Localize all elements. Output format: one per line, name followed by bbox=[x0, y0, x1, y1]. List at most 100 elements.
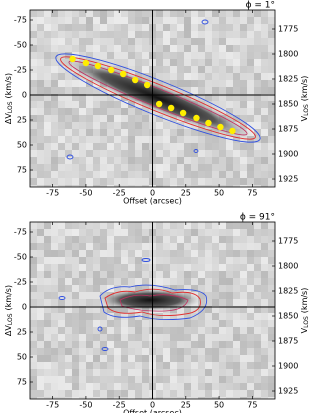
noise-cell bbox=[121, 285, 128, 292]
noise-cell bbox=[114, 115, 121, 122]
noise-cell bbox=[72, 341, 79, 348]
noise-cell bbox=[58, 306, 65, 313]
noise-cell bbox=[219, 355, 226, 362]
noise-cell bbox=[142, 341, 149, 348]
noise-cell bbox=[72, 164, 79, 171]
noise-cell bbox=[177, 369, 184, 376]
noise-cell bbox=[191, 73, 198, 80]
noise-cell bbox=[205, 271, 212, 278]
noise-cell bbox=[79, 222, 86, 229]
noise-cell bbox=[163, 222, 170, 229]
noise-cell bbox=[261, 157, 268, 164]
noise-cell bbox=[198, 299, 205, 306]
noise-cell bbox=[79, 362, 86, 369]
noise-cell bbox=[65, 348, 72, 355]
noise-cell bbox=[100, 222, 107, 229]
noise-cell bbox=[51, 299, 58, 306]
noise-cell bbox=[65, 313, 72, 320]
noise-cell bbox=[107, 164, 114, 171]
noise-cell bbox=[198, 222, 205, 229]
noise-cell bbox=[268, 94, 275, 101]
noise-cell bbox=[107, 327, 114, 334]
noise-cell bbox=[212, 383, 219, 390]
noise-cell bbox=[163, 115, 170, 122]
noise-cell bbox=[254, 178, 261, 185]
noise-cell bbox=[100, 143, 107, 150]
noise-cell bbox=[30, 236, 37, 243]
noise-cell bbox=[240, 250, 247, 257]
noise-cell bbox=[51, 52, 58, 59]
noise-cell bbox=[177, 271, 184, 278]
noise-cell bbox=[135, 178, 142, 185]
y-tick-label: 50 bbox=[17, 141, 27, 150]
noise-cell bbox=[44, 31, 51, 38]
noise-cell bbox=[37, 320, 44, 327]
noise-cell bbox=[30, 31, 37, 38]
noise-cell bbox=[163, 271, 170, 278]
noise-cell bbox=[219, 285, 226, 292]
noise-cell bbox=[198, 66, 205, 73]
noise-cell bbox=[191, 87, 198, 94]
noise-cell bbox=[261, 257, 268, 264]
noise-cell bbox=[247, 178, 254, 185]
noise-cell bbox=[30, 87, 37, 94]
noise-cell bbox=[240, 257, 247, 264]
noise-cell bbox=[240, 17, 247, 24]
noise-cell bbox=[58, 292, 65, 299]
label-main: V bbox=[300, 115, 309, 121]
noise-cell bbox=[121, 229, 128, 236]
noise-cell bbox=[107, 122, 114, 129]
noise-cell bbox=[58, 31, 65, 38]
noise-cell bbox=[184, 306, 191, 313]
noise-cell bbox=[86, 143, 93, 150]
noise-cell bbox=[247, 341, 254, 348]
noise-cell bbox=[205, 299, 212, 306]
noise-cell bbox=[268, 17, 275, 24]
noise-cell bbox=[79, 306, 86, 313]
noise-cell bbox=[184, 334, 191, 341]
noise-cell bbox=[107, 397, 114, 399]
noise-cell bbox=[93, 376, 100, 383]
noise-cell bbox=[191, 38, 198, 45]
noise-cell bbox=[128, 271, 135, 278]
noise-cell bbox=[205, 73, 212, 80]
noise-cell bbox=[219, 320, 226, 327]
noise-cell bbox=[226, 52, 233, 59]
noise-cell bbox=[177, 348, 184, 355]
noise-cell bbox=[58, 87, 65, 94]
noise-cell bbox=[86, 17, 93, 24]
noise-cell bbox=[107, 341, 114, 348]
noise-cell bbox=[44, 94, 51, 101]
noise-cell bbox=[198, 178, 205, 185]
noise-cell bbox=[142, 10, 149, 17]
noise-cell bbox=[170, 150, 177, 157]
noise-cell bbox=[254, 320, 261, 327]
contour bbox=[104, 288, 201, 317]
noise-cell bbox=[93, 24, 100, 31]
noise-cell bbox=[58, 73, 65, 80]
noise-cell bbox=[219, 222, 226, 229]
noise-cell bbox=[100, 243, 107, 250]
noise-cell bbox=[58, 355, 65, 362]
noise-cell bbox=[205, 222, 212, 229]
noise-cell bbox=[72, 80, 79, 87]
noise-cell bbox=[135, 376, 142, 383]
noise-cell bbox=[37, 243, 44, 250]
noise-cell bbox=[156, 285, 163, 292]
noise-cell bbox=[212, 264, 219, 271]
noise-cell bbox=[163, 157, 170, 164]
noise-cell bbox=[37, 229, 44, 236]
noise-cell bbox=[86, 229, 93, 236]
noise-cell bbox=[72, 52, 79, 59]
noise-cell bbox=[177, 157, 184, 164]
noise-cell bbox=[86, 341, 93, 348]
noise-cell bbox=[114, 164, 121, 171]
noise-cell bbox=[233, 257, 240, 264]
noise-cell bbox=[107, 143, 114, 150]
noise-cell bbox=[30, 136, 37, 143]
noise-cell bbox=[219, 87, 226, 94]
noise-cell bbox=[72, 299, 79, 306]
noise-cell bbox=[240, 164, 247, 171]
noise-cell bbox=[247, 101, 254, 108]
noise-cell bbox=[163, 59, 170, 66]
